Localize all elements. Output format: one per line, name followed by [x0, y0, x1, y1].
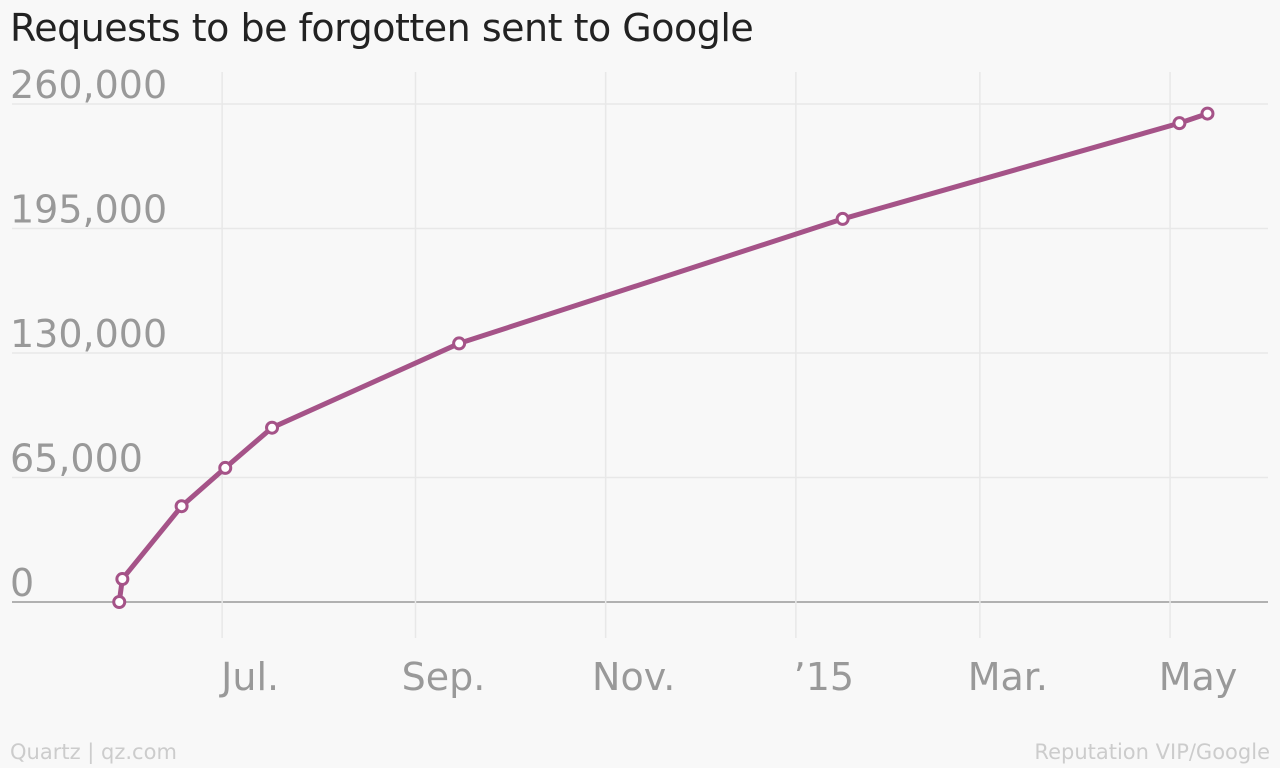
- data-point: [218, 460, 233, 475]
- footer-source-right: Reputation VIP/Google: [1034, 740, 1270, 764]
- data-point: [835, 211, 850, 226]
- x-tick-label: Sep.: [402, 655, 486, 699]
- y-tick-label: 65,000: [10, 437, 143, 481]
- data-point: [452, 336, 467, 351]
- data-points: [112, 106, 1215, 609]
- y-axis-labels: 0 65,000 130,000 195,000 260,000: [10, 63, 167, 605]
- data-point: [174, 499, 189, 514]
- grid-lines: [12, 72, 1268, 638]
- x-tick-label: Nov.: [592, 655, 675, 699]
- data-point: [112, 595, 127, 609]
- x-tick-label: May: [1159, 655, 1238, 699]
- data-point: [115, 572, 130, 587]
- y-tick-label: 130,000: [10, 312, 167, 356]
- y-tick-label: 0: [10, 561, 34, 605]
- x-tick-label: ’15: [794, 655, 854, 699]
- y-tick-label: 260,000: [10, 63, 167, 107]
- series-line: [116, 111, 1210, 605]
- x-tick-label: Mar.: [968, 655, 1048, 699]
- data-point: [265, 420, 280, 435]
- y-tick-label: 195,000: [10, 188, 167, 232]
- x-tick-label: Jul.: [219, 655, 279, 699]
- data-point: [1172, 116, 1187, 131]
- x-axis-labels: Jul. Sep. Nov. ’15 Mar. May: [219, 655, 1237, 699]
- data-point: [1200, 106, 1215, 121]
- footer-source-left: Quartz | qz.com: [10, 740, 177, 764]
- chart-title: Requests to be forgotten sent to Google: [10, 6, 754, 50]
- series-line-group: [116, 111, 1210, 605]
